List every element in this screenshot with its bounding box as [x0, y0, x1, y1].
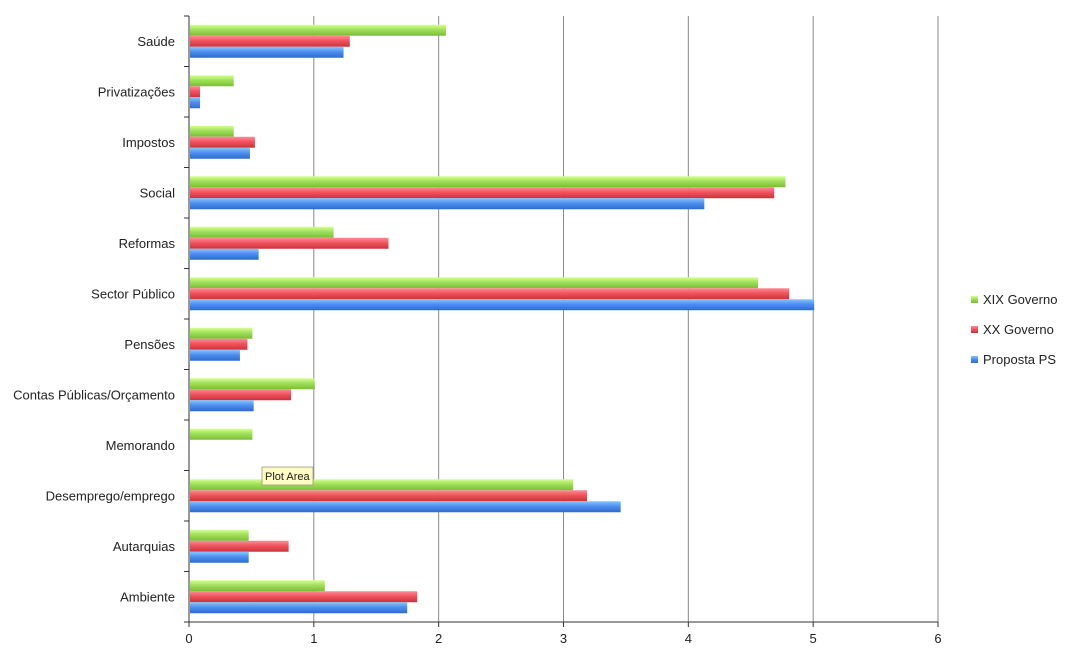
x-tick-label: 3 [560, 631, 567, 646]
bar-proposta-ps [190, 501, 621, 513]
category-label: Autarquias [113, 539, 176, 554]
bar-proposta-ps [190, 147, 250, 159]
gridlines [313, 16, 939, 622]
bar-xx-governo [190, 540, 289, 552]
legend-label: XX Governo [983, 322, 1054, 337]
tooltip-box [261, 466, 314, 486]
axes [184, 15, 939, 627]
bar-xx-governo [190, 591, 418, 603]
bar-proposta-ps [190, 400, 254, 412]
plot-area-tooltip: Plot Area [261, 466, 314, 486]
bar-xix-governo [190, 529, 249, 541]
legend-label: Proposta PS [983, 352, 1056, 367]
bar-xx-governo [190, 237, 389, 249]
bar-xx-governo [190, 288, 790, 300]
bar-xx-governo [190, 389, 292, 401]
x-tick-label: 0 [185, 631, 192, 646]
bar-proposta-ps [190, 349, 240, 361]
bar-xix-governo [190, 75, 234, 87]
category-label: Saúde [137, 34, 175, 49]
bar-xx-governo [190, 136, 255, 148]
bar-xix-governo [190, 125, 234, 137]
x-tick-label: 1 [310, 631, 317, 646]
bar-xix-governo [190, 176, 786, 188]
legend-swatch [971, 296, 978, 303]
bar-proposta-ps [190, 299, 815, 311]
bar-proposta-ps [190, 46, 344, 58]
bar-xx-governo [190, 338, 248, 350]
category-label: Social [140, 185, 176, 200]
bars [190, 24, 815, 614]
category-label: Pensões [124, 337, 175, 352]
x-tick-label: 2 [435, 631, 442, 646]
bar-proposta-ps [190, 602, 408, 614]
category-label: Contas Públicas/Orçamento [13, 387, 175, 402]
bar-xx-governo [190, 490, 587, 502]
category-label: Reformas [119, 236, 176, 251]
bar-proposta-ps [190, 551, 249, 563]
category-label: Memorando [106, 438, 175, 453]
category-label: Impostos [122, 135, 175, 150]
legend-label: XIX Governo [983, 292, 1057, 307]
bar-xix-governo [190, 277, 758, 289]
bar-xix-governo [190, 327, 253, 339]
legend-swatch [971, 356, 978, 363]
legend: XIX Governo XX Governo Proposta PS [971, 292, 1057, 367]
x-tick-label: 4 [685, 631, 692, 646]
bar-xix-governo [190, 24, 446, 36]
x-tick-label: 6 [934, 631, 941, 646]
bar-xix-governo [190, 479, 574, 491]
bar-proposta-ps [190, 198, 705, 210]
bar-proposta-ps [190, 248, 259, 260]
tooltip-label: Plot Area [265, 471, 311, 483]
bar-xx-governo [190, 187, 775, 199]
category-label: Sector Público [91, 286, 175, 301]
x-tick-label: 5 [810, 631, 817, 646]
bar-xix-governo [190, 428, 253, 440]
bar-xix-governo [190, 226, 334, 238]
bar-xx-governo [190, 35, 350, 47]
bar-proposta-ps [190, 97, 200, 109]
bar-xix-governo [190, 378, 315, 390]
category-labels: Saúde Privatizações Impostos Social Reformas… [13, 34, 175, 605]
bar-xx-governo [190, 86, 200, 98]
category-label: Privatizações [98, 84, 176, 99]
bar-xix-governo [190, 580, 325, 592]
legend-swatch [971, 326, 978, 333]
category-label: Desemprego/emprego [46, 488, 175, 503]
x-tick-labels: 0 1 2 3 4 5 6 [185, 631, 941, 646]
category-label: Ambiente [120, 589, 175, 604]
